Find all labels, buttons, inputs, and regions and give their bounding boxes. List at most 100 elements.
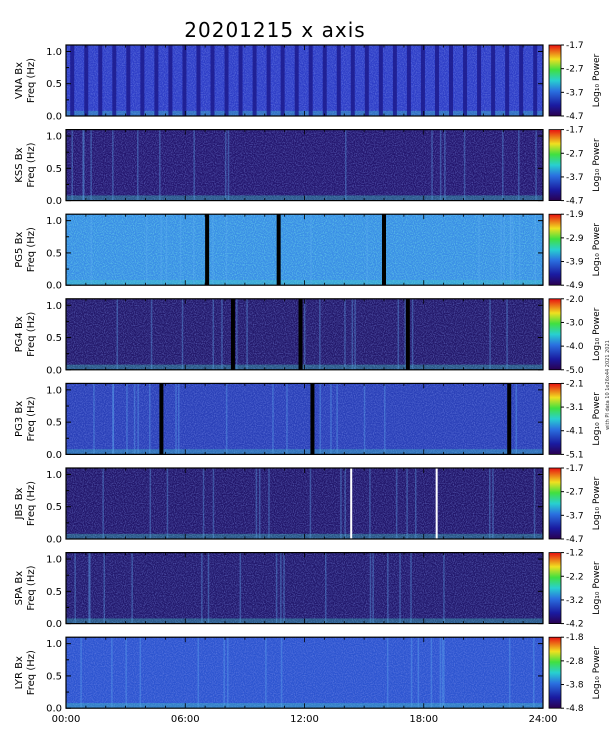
colorbar-label: Log₁₀ Power xyxy=(592,138,602,192)
colorbar xyxy=(548,636,562,709)
spectrogram-streak xyxy=(541,298,543,370)
spectrogram-streak xyxy=(410,637,413,709)
spectrogram-streak xyxy=(533,468,536,539)
x-tick-label: 06:00 xyxy=(171,714,200,725)
data-gap xyxy=(405,298,410,370)
colorbar-tick-label: -2.0 xyxy=(566,295,584,305)
spectrogram-streak xyxy=(463,129,466,201)
spectrogram-streak xyxy=(210,45,215,116)
panel-jbs-bx: 0.0 0.5 1.0 JBS Bx Freq (Hz) -1.7 -2.7 -3.7 -4.7… xyxy=(14,464,602,546)
data-gap xyxy=(205,214,210,286)
spectrogram-streak xyxy=(166,468,169,539)
colorbar-tick-label: -1.2 xyxy=(566,549,584,559)
colorbar-tick-label: -1.8 xyxy=(566,633,584,643)
spectrogram-streak xyxy=(137,129,139,201)
y-tick-label: 0.0 xyxy=(46,535,62,546)
freq-axis-label: Freq (Hz) xyxy=(26,565,37,610)
spectrogram-streak xyxy=(139,637,142,709)
spectrogram-streak xyxy=(126,383,128,455)
spectrogram-streak xyxy=(322,45,327,116)
spectrogram-streak xyxy=(414,468,417,539)
spectrogram-streak xyxy=(83,129,85,201)
spectrogram-streak xyxy=(70,45,75,116)
spectrogram-streak xyxy=(309,468,312,539)
spectrogram-streak xyxy=(178,383,180,455)
spectrogram-streak xyxy=(268,468,270,539)
freq-axis-label: Freq (Hz) xyxy=(26,650,37,695)
spectrogram-texture xyxy=(66,552,543,624)
colorbar-tick-label: -2.7 xyxy=(566,488,584,498)
spectrogram-streak xyxy=(441,637,444,709)
freq-axis-label: Freq (Hz) xyxy=(26,58,37,103)
freq-axis-label: Freq (Hz) xyxy=(26,227,37,272)
spectrogram-streak xyxy=(175,383,177,455)
spectrogram-streak xyxy=(354,298,356,370)
spectrogram-streak xyxy=(227,129,230,201)
x-tick-label: 12:00 xyxy=(290,714,319,725)
y-tick-label: 0.0 xyxy=(46,365,62,376)
panel-pg4-bx: 0.0 0.5 1.0 PG4 Bx Freq (Hz) -2.0 -3.0 -4.0 -5.0… xyxy=(14,295,602,377)
colorbar-tick-label: -2.9 xyxy=(566,234,584,244)
spectrogram-streak xyxy=(519,45,524,116)
colorbar-tick-label: -2.1 xyxy=(566,379,584,389)
spectrogram-streak xyxy=(443,552,445,624)
colorbar xyxy=(548,552,562,624)
spectrogram-streak xyxy=(255,468,258,539)
colorbar xyxy=(548,467,562,540)
spectrogram-streak xyxy=(125,637,127,709)
spectrogram-streak xyxy=(310,214,312,286)
spectrogram-streak xyxy=(103,552,106,624)
y-tick-label: 0.0 xyxy=(46,112,62,123)
panel-pg3-bx: 0.0 0.5 1.0 PG3 Bx Freq (Hz) -2.1 -3.1 -4.1 -5.1… xyxy=(14,379,602,461)
spectrogram-streak xyxy=(492,468,494,539)
spectrogram-streak xyxy=(406,45,411,116)
colorbar-tick-label: -5.1 xyxy=(566,450,584,460)
panel-vna-bx: 0.0 0.5 1.0 VNA Bx Freq (Hz) -1.7 -2.7 -3.7 -4.7… xyxy=(14,41,602,123)
data-gap xyxy=(230,298,235,370)
spectrogram-streak xyxy=(225,383,228,455)
freq-axis-label: Freq (Hz) xyxy=(26,481,37,526)
colorbar-tick-label: -4.9 xyxy=(566,281,584,291)
spectrogram-streak xyxy=(444,129,446,201)
data-gap xyxy=(350,468,353,539)
station-label: VNA Bx xyxy=(14,62,25,99)
colorbar-tick-label: -1.7 xyxy=(566,126,584,136)
panel-pg5-bx: 0.0 0.5 1.0 PG5 Bx Freq (Hz) -1.9 -2.9 -3.9 -4.9… xyxy=(14,210,602,292)
y-tick-label: 1.0 xyxy=(46,555,62,566)
spectrogram-streak xyxy=(140,45,145,116)
spectrogram-streak xyxy=(182,45,187,116)
x-axis: 00:00 06:00 12:00 18:00 24:00 xyxy=(52,714,558,725)
spectrogram-streak xyxy=(344,468,346,539)
spectrogram-streak xyxy=(397,298,400,370)
spectrogram-streak xyxy=(239,552,242,624)
panel-lyr-bx: 0.0 0.5 1.0 LYR Bx Freq (Hz) -1.8 -2.8 -3.8 -4.8… xyxy=(14,633,602,715)
spectrogram-streak xyxy=(294,45,299,116)
spectrogram-streak xyxy=(280,552,282,624)
spectrogram-streak xyxy=(503,214,505,286)
spectrogram-streak xyxy=(212,214,214,286)
colorbar-label: Log₁₀ Power xyxy=(592,392,602,446)
y-tick-label: 1.0 xyxy=(46,216,62,227)
spectrogram-streak xyxy=(399,552,401,624)
spectrogram-streak xyxy=(196,45,201,116)
spectrogram-streak xyxy=(518,129,520,201)
spectrogram-streak xyxy=(221,298,223,370)
spectrogram-streak xyxy=(505,45,510,116)
colorbar-tick-label: -4.8 xyxy=(566,704,584,714)
spectrogram-streak xyxy=(88,552,90,624)
spectrogram-streak xyxy=(392,45,397,116)
spectrogram-streak xyxy=(258,468,261,539)
colorbar xyxy=(548,298,562,371)
colorbar-label: Log₁₀ Power xyxy=(592,223,602,277)
spectrogram-streak xyxy=(275,552,278,624)
colorbar-tick-label: -3.7 xyxy=(566,173,584,183)
spectrogram-streak xyxy=(74,552,76,624)
spectrogram-streak xyxy=(336,383,338,455)
spectrogram-streak xyxy=(212,468,215,539)
spectrogram-streak xyxy=(131,552,133,624)
spectrogram-streak xyxy=(508,637,511,709)
spectrogram-streak xyxy=(512,214,514,286)
spectrogram-streak xyxy=(145,214,148,286)
panel-spa-bx: 0.0 0.5 1.0 SPA Bx Freq (Hz) -1.2 -2.2 -3.2 -4.2… xyxy=(14,549,602,631)
spectrogram-streak xyxy=(227,637,229,709)
